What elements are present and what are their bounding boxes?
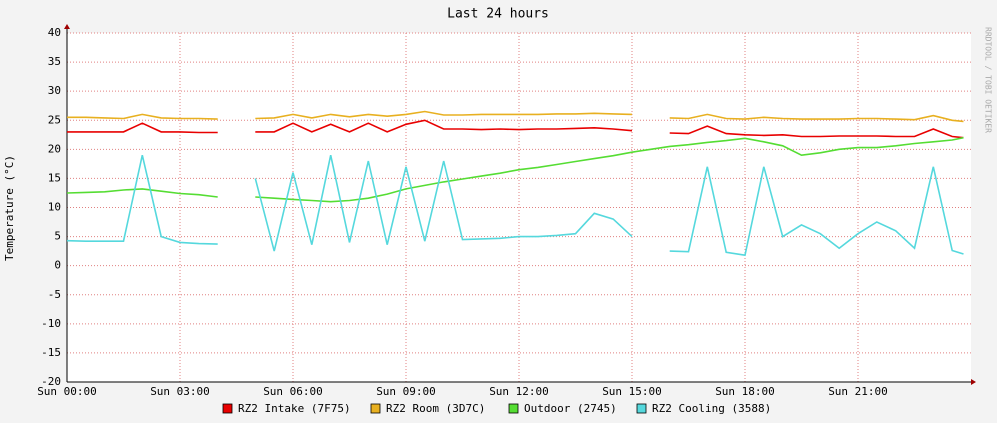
y-tick-label: -15 — [41, 346, 61, 359]
y-tick-label: 30 — [48, 84, 61, 97]
series-line — [67, 119, 964, 139]
axis-arrow — [64, 24, 70, 29]
legend-label: RZ2 Room (3D7C) — [386, 402, 485, 415]
x-tick-label: Sun 00:00 — [37, 385, 97, 398]
y-tick-label: -5 — [48, 288, 61, 301]
legend-label: Outdoor (2745) — [524, 402, 617, 415]
legend-swatch — [508, 403, 519, 414]
x-tick-label: Sun 21:00 — [828, 385, 888, 398]
y-tick-label: 40 — [48, 26, 61, 39]
axis-arrow — [971, 379, 976, 385]
y-tick-label: -10 — [41, 317, 61, 330]
x-tick-label: Sun 12:00 — [489, 385, 549, 398]
y-tick-label: 35 — [48, 55, 61, 68]
x-tick-label: Sun 18:00 — [715, 385, 775, 398]
chart-title: Last 24 hours — [447, 7, 549, 22]
y-tick-label: 10 — [48, 201, 61, 214]
y-tick-label: -20 — [41, 375, 61, 388]
y-tick-label: 0 — [54, 259, 61, 272]
legend-swatch — [370, 403, 381, 414]
y-tick-label: 25 — [48, 113, 61, 126]
series-line — [66, 136, 964, 203]
y-tick-label: 20 — [48, 142, 61, 155]
x-tick-label: Sun 09:00 — [376, 385, 436, 398]
x-tick-label: Sun 15:00 — [602, 385, 662, 398]
legend-label: RZ2 Intake (7F75) — [238, 402, 351, 415]
y-tick-label: 5 — [54, 230, 61, 243]
x-tick-label: Sun 06:00 — [263, 385, 323, 398]
series-line — [67, 110, 964, 123]
y-axis-label: Temperature (°C) — [3, 155, 16, 261]
y-tick-label: 15 — [48, 171, 61, 184]
legend-label: RZ2 Cooling (3588) — [652, 402, 771, 415]
series-line — [66, 155, 964, 257]
x-tick-label: Sun 03:00 — [150, 385, 210, 398]
side-text: RRDTOOL / TOBI OETIKER — [984, 27, 993, 133]
legend-swatch — [636, 403, 647, 414]
legend-swatch — [222, 403, 233, 414]
